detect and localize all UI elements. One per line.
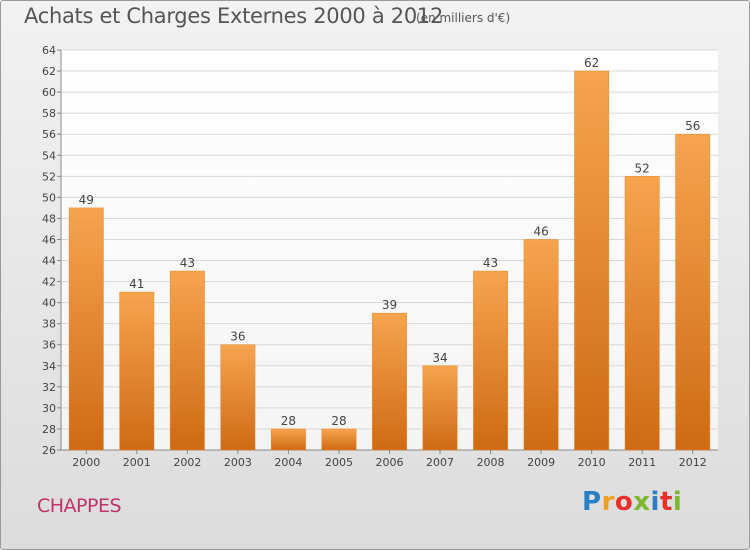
x-tick-label: 2000	[72, 456, 100, 469]
data-label: 28	[281, 414, 296, 428]
data-label: 52	[635, 161, 650, 175]
logo-letter: r	[601, 487, 615, 517]
data-label: 41	[129, 277, 144, 291]
y-tick-label: 26	[42, 444, 56, 457]
bar	[321, 428, 357, 451]
bar	[169, 270, 205, 451]
y-tick-label: 40	[42, 297, 56, 310]
data-label: 43	[180, 256, 195, 270]
x-tick-label: 2010	[578, 456, 606, 469]
chart-unit-label: (en milliers d'€)	[416, 11, 511, 25]
x-tick-label: 2001	[123, 456, 151, 469]
data-label: 56	[685, 119, 700, 133]
y-tick-label: 32	[42, 381, 56, 394]
y-tick-label: 54	[42, 149, 56, 162]
x-tick-label: 2011	[628, 456, 656, 469]
y-tick-label: 62	[42, 65, 56, 78]
data-label: 49	[79, 193, 94, 207]
y-tick-label: 36	[42, 339, 56, 352]
y-tick-label: 34	[42, 360, 56, 373]
chart-title: Achats et Charges Externes 2000 à 2012	[24, 4, 444, 28]
x-tick-label: 2005	[325, 456, 353, 469]
logo-letter: x	[633, 487, 651, 517]
bar	[119, 291, 155, 451]
x-tick-label: 2002	[173, 456, 201, 469]
y-tick-label: 46	[42, 233, 56, 246]
data-label: 62	[584, 56, 599, 70]
bar	[473, 270, 509, 451]
y-tick-label: 56	[42, 128, 56, 141]
commune-name: CHAPPES	[37, 495, 122, 517]
logo-letter: i	[672, 487, 683, 517]
y-tick-label: 30	[42, 402, 56, 415]
y-tick-label: 42	[42, 276, 56, 289]
bar	[422, 365, 458, 451]
y-tick-label: 48	[42, 212, 56, 225]
x-tick-label: 2009	[527, 456, 555, 469]
y-tick-label: 58	[42, 107, 56, 120]
proxiti-logo[interactable]: Proxiti	[582, 487, 682, 517]
y-tick-label: 50	[42, 191, 56, 204]
x-tick-label: 2003	[224, 456, 252, 469]
y-tick-label: 60	[42, 86, 56, 99]
logo-letter: o	[614, 487, 634, 517]
y-tick-label: 64	[42, 44, 56, 57]
x-tick-label: 2007	[426, 456, 454, 469]
x-tick-label: 2004	[274, 456, 302, 469]
data-label: 34	[432, 351, 447, 365]
logo-letter: i	[650, 487, 660, 517]
y-tick-label: 38	[42, 318, 56, 331]
bar	[523, 239, 559, 451]
data-label: 36	[230, 330, 245, 344]
bar	[675, 133, 711, 451]
y-tick-label: 52	[42, 170, 56, 183]
logo-letter: t	[659, 487, 673, 517]
x-tick-label: 2012	[679, 456, 707, 469]
data-label: 46	[533, 224, 548, 238]
data-label: 28	[331, 414, 346, 428]
bar	[574, 70, 610, 451]
x-tick-label: 2008	[477, 456, 505, 469]
bar	[270, 428, 306, 451]
y-tick-label: 44	[42, 255, 56, 268]
bar	[624, 176, 660, 451]
bar	[220, 344, 256, 451]
logo-letter: P	[582, 487, 602, 517]
y-tick-label: 28	[42, 423, 56, 436]
data-label: 39	[382, 298, 397, 312]
bar	[68, 207, 104, 451]
data-label: 43	[483, 256, 498, 270]
bar	[372, 312, 407, 451]
x-tick-label: 2006	[376, 456, 404, 469]
